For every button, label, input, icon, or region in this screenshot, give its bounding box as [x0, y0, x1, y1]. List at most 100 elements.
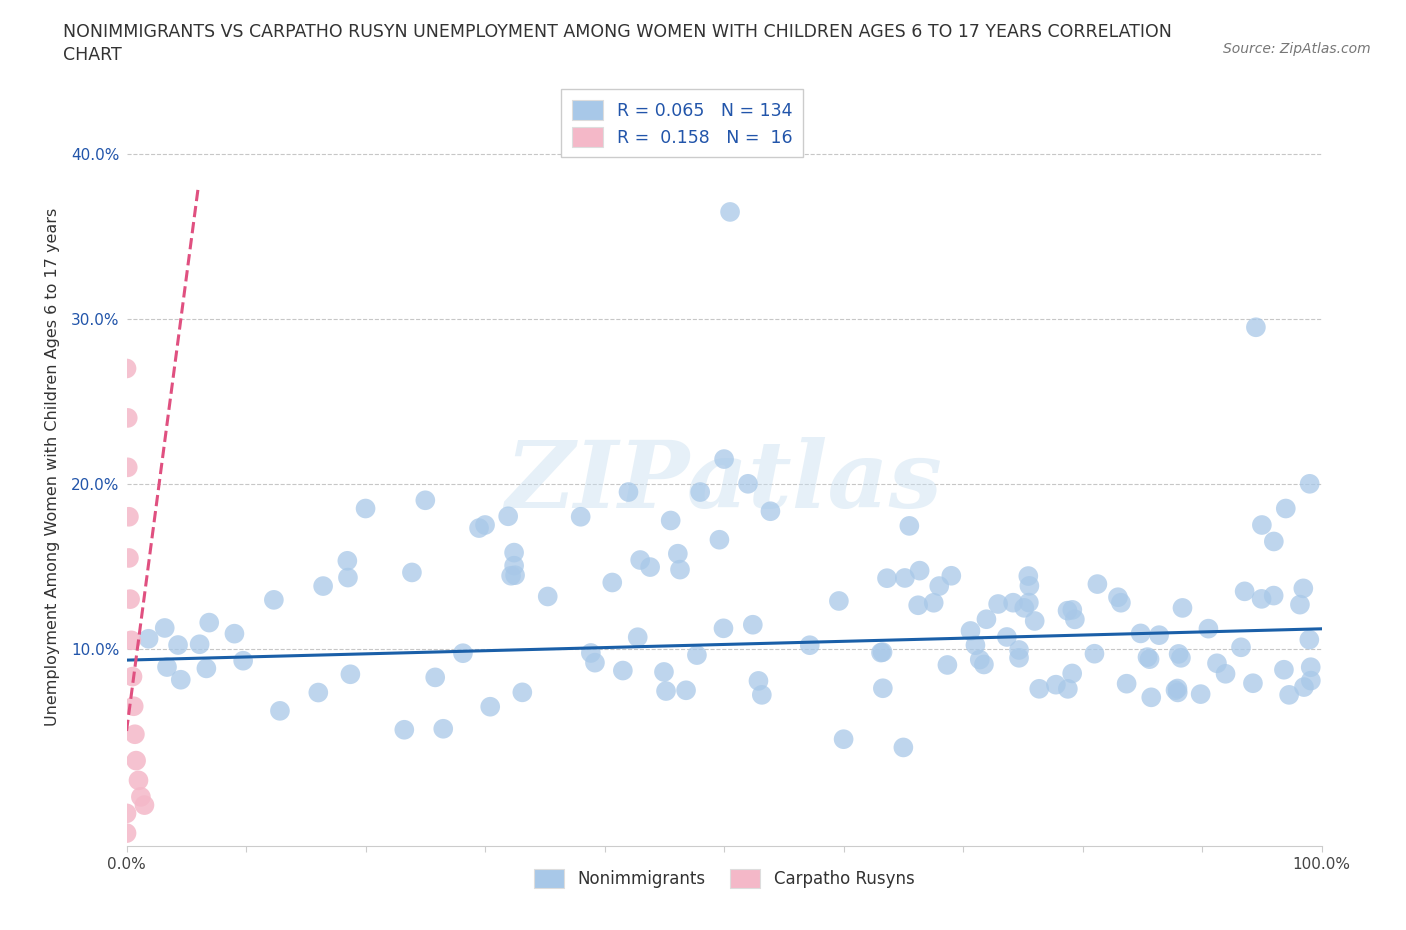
- Point: [686, 647, 709, 662]
- Point: [1063, 612, 1085, 627]
- Point: [167, 638, 190, 653]
- Point: [1230, 640, 1253, 655]
- Point: [1250, 591, 1272, 606]
- Point: [652, 665, 675, 680]
- Point: [1045, 677, 1067, 692]
- Point: [870, 645, 893, 660]
- Point: [1263, 588, 1285, 603]
- Point: [876, 571, 898, 586]
- Point: [1008, 650, 1031, 665]
- Point: [127, 773, 149, 788]
- Point: [1289, 597, 1312, 612]
- Point: [569, 510, 592, 525]
- Point: [709, 532, 731, 547]
- Point: [1056, 604, 1078, 618]
- Point: [751, 687, 773, 702]
- Point: [1167, 646, 1189, 661]
- Point: [336, 553, 359, 568]
- Point: [600, 575, 623, 590]
- Point: [973, 657, 995, 671]
- Point: [922, 595, 945, 610]
- Point: [737, 476, 759, 491]
- Point: [1278, 687, 1301, 702]
- Point: [134, 798, 156, 813]
- Point: [741, 618, 763, 632]
- Text: NONIMMIGRANTS VS CARPATHO RUSYN UNEMPLOYMENT AMONG WOMEN WITH CHILDREN AGES 6 TO: NONIMMIGRANTS VS CARPATHO RUSYN UNEMPLOY…: [63, 23, 1173, 41]
- Point: [269, 703, 291, 718]
- Point: [1107, 590, 1129, 604]
- Point: [312, 578, 335, 593]
- Point: [617, 485, 640, 499]
- Point: [1017, 568, 1039, 583]
- Point: [1129, 626, 1152, 641]
- Point: [1167, 685, 1189, 700]
- Point: [124, 727, 146, 742]
- Point: [891, 740, 914, 755]
- Point: [263, 592, 285, 607]
- Text: ZIPatlas: ZIPatlas: [506, 437, 942, 527]
- Point: [655, 684, 678, 698]
- Point: [872, 681, 894, 696]
- Point: [153, 620, 176, 635]
- Legend: Nonimmigrants, Carpatho Rusyns: Nonimmigrants, Carpatho Rusyns: [527, 863, 921, 895]
- Point: [232, 653, 254, 668]
- Point: [1170, 650, 1192, 665]
- Point: [1062, 666, 1084, 681]
- Point: [479, 699, 502, 714]
- Point: [1087, 577, 1109, 591]
- Point: [1062, 603, 1084, 618]
- Point: [510, 684, 533, 699]
- Point: [747, 673, 769, 688]
- Point: [1298, 476, 1320, 491]
- Point: [125, 753, 148, 768]
- Point: [1139, 652, 1161, 667]
- Point: [638, 560, 661, 575]
- Point: [503, 558, 526, 573]
- Point: [1056, 682, 1078, 697]
- Point: [907, 598, 929, 613]
- Point: [1299, 659, 1322, 674]
- Point: [1206, 656, 1229, 671]
- Point: [1136, 650, 1159, 665]
- Text: Source: ZipAtlas.com: Source: ZipAtlas.com: [1223, 42, 1371, 56]
- Point: [138, 631, 160, 646]
- Point: [1233, 584, 1256, 599]
- Point: [1024, 614, 1046, 629]
- Point: [115, 806, 138, 821]
- Point: [832, 732, 855, 747]
- Point: [1241, 676, 1264, 691]
- Point: [969, 652, 991, 667]
- Point: [1292, 581, 1315, 596]
- Point: [354, 501, 377, 516]
- Point: [307, 685, 329, 700]
- Point: [987, 596, 1010, 611]
- Point: [432, 722, 454, 737]
- Point: [503, 545, 526, 560]
- Point: [995, 630, 1018, 644]
- Point: [759, 504, 782, 519]
- Point: [394, 723, 416, 737]
- Point: [339, 667, 361, 682]
- Point: [117, 410, 139, 425]
- Point: [1189, 686, 1212, 701]
- Point: [1115, 676, 1137, 691]
- Point: [1197, 621, 1219, 636]
- Point: [425, 670, 447, 684]
- Point: [894, 570, 917, 585]
- Point: [689, 485, 711, 499]
- Point: [959, 623, 981, 638]
- Point: [828, 593, 851, 608]
- Point: [1166, 681, 1188, 696]
- Point: [898, 518, 921, 533]
- Point: [117, 460, 139, 475]
- Point: [659, 513, 682, 528]
- Point: [1164, 683, 1187, 698]
- Point: [501, 568, 523, 583]
- Point: [170, 672, 193, 687]
- Point: [1215, 667, 1237, 682]
- Point: [941, 568, 963, 583]
- Point: [1250, 518, 1272, 533]
- Point: [122, 698, 145, 713]
- Point: [612, 663, 634, 678]
- Point: [401, 565, 423, 580]
